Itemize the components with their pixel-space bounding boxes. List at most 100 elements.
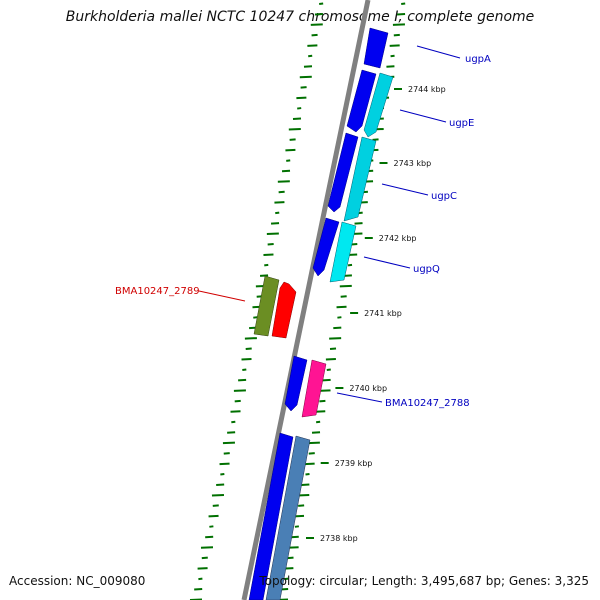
gc-inner-tick [233,389,246,392]
gc-inner-tick [289,138,296,141]
gc-outer-tick [392,23,405,26]
gc-outer-tick [294,525,300,528]
gc-outer-tick [305,473,310,476]
gc-inner-tick [231,420,236,424]
gc-inner-tick [245,347,252,351]
gc-inner-tick [319,2,324,5]
gc-outer-tick [389,44,400,47]
label-ugpQ: ugpQ [413,264,440,275]
gc-outer-tick [287,556,294,560]
gc-inner-tick [222,441,235,445]
scale-label: 2744 kbp [408,85,446,94]
gc-outer-tick [311,431,321,434]
gc-inner-tick [285,148,296,152]
gc-inner-tick [297,107,302,110]
gc-inner-tick [307,44,318,47]
gc-outer-tick [336,305,347,309]
gc-inner-tick [308,54,313,58]
accession-label: Accession: NC_009080 [9,574,146,588]
gc-inner-tick [296,96,307,100]
leader-ugpE [399,109,447,123]
gene-bma2789-olive[interactable] [253,275,280,337]
gc-outer-tick [298,504,305,507]
gc-inner-tick [274,201,285,204]
chromosome-backbone [241,0,371,600]
gc-inner-tick [278,190,285,194]
gc-inner-tick [219,462,230,466]
gc-outer-tick [401,2,406,5]
gc-outer-tick [393,33,400,37]
leader-bma2788 [336,392,383,403]
label-bma2788: BMA10247_2788 [385,398,470,409]
gc-inner-tick [314,12,324,16]
gene-ugpA-forward[interactable] [363,27,389,69]
gc-inner-tick [288,127,301,131]
gc-inner-tick [286,159,291,162]
gc-inner-tick [281,169,291,173]
gene-bottom-forward[interactable] [248,432,294,600]
scale-label: 2739 kbp [335,459,373,468]
gene-ugpC-forward[interactable] [327,132,359,213]
label-ugpC: ugpC [431,191,457,202]
gc-outer-tick [329,347,337,351]
scale-ticks [305,88,402,539]
gc-outer-tick [354,222,363,225]
gc-inner-tick [230,410,241,413]
gene-ugpE-reverse[interactable] [363,72,394,138]
gc-inner-tick [244,337,257,340]
gc-outer-tick [315,410,326,413]
gc-outer-tick [343,274,352,277]
gc-inner-tick [201,556,208,560]
label-bma2789: BMA10247_2789 [115,286,200,297]
gc-outer-tick [347,263,353,267]
gc-inner-tick [264,263,269,267]
gc-inner-tick [208,514,219,518]
gc-inner-tick [205,535,214,539]
gc-inner-tick [311,33,318,37]
gc-inner-tick [234,399,241,403]
gc-inner-tick [266,232,279,236]
gc-inner-tick [209,525,214,528]
gc-inner-tick [194,588,203,591]
gene-bma2789-red[interactable] [271,281,297,339]
gc-outer-tick [386,65,395,68]
gc-outer-tick [337,316,342,319]
gc-inner-tick [267,242,274,246]
label-ugpA: ugpA [465,54,491,65]
gene-bma2788-forward[interactable] [284,355,308,412]
leader-bma2789 [198,290,246,302]
scale-label: 2738 kbp [320,534,358,543]
gc-inner-tick [260,274,269,277]
gc-inner-tick [238,378,247,382]
label-ugpE: ugpE [449,118,474,129]
gc-inner-tick [241,358,252,361]
gc-inner-tick [300,86,307,89]
gene-ugpE-forward[interactable] [346,69,377,133]
gc-inner-tick [197,567,208,570]
gc-outer-tick [340,295,347,298]
scale-label: 2743 kbp [393,159,431,168]
gc-inner-tick [303,65,313,68]
gc-outer-tick [390,54,395,58]
gc-inner-tick [223,452,230,455]
gc-inner-tick [263,253,274,256]
leader-ugpA [416,45,461,59]
gc-outer-tick [319,399,326,403]
gc-outer-tick [333,326,342,330]
gene-ugpQ-reverse[interactable] [329,221,357,283]
gc-outer-tick [322,378,331,382]
gc-inner-tick [212,504,219,507]
gene-bottom-reverse[interactable] [265,435,311,600]
gene-ugpC-reverse[interactable] [343,136,377,222]
map-title: Burkholderia mallei NCTC 10247 chromosom… [65,9,535,25]
gc-inner-tick [270,222,280,225]
gc-outer-tick [396,12,406,16]
gc-inner-tick [211,493,224,497]
leader-ugpQ [363,256,411,269]
gene-bma2788-reverse[interactable] [301,359,327,418]
gene-ugpQ-forward[interactable] [312,217,340,277]
gc-outer-tick [358,211,363,215]
topology-label: Topology: circular; Length: 3,495,687 bp… [259,574,589,588]
